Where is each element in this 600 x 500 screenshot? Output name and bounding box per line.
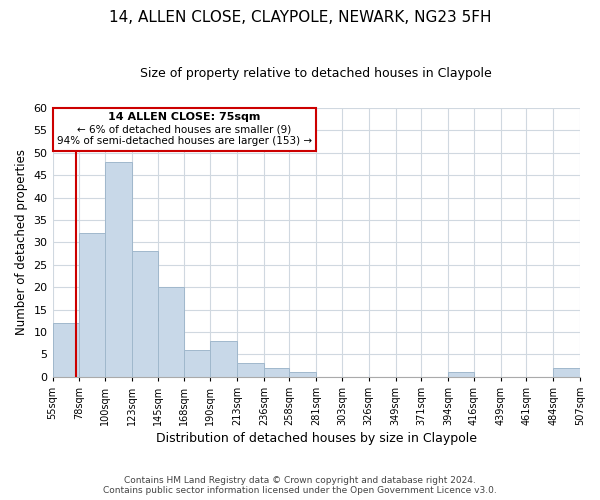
Bar xyxy=(105,162,132,376)
Text: Contains HM Land Registry data © Crown copyright and database right 2024.
Contai: Contains HM Land Registry data © Crown c… xyxy=(103,476,497,495)
Text: 94% of semi-detached houses are larger (153) →: 94% of semi-detached houses are larger (… xyxy=(57,136,312,146)
Bar xyxy=(184,350,210,376)
FancyBboxPatch shape xyxy=(53,108,316,150)
Text: 14, ALLEN CLOSE, CLAYPOLE, NEWARK, NG23 5FH: 14, ALLEN CLOSE, CLAYPOLE, NEWARK, NG23 … xyxy=(109,10,491,25)
Bar xyxy=(158,287,184,376)
Bar xyxy=(553,368,580,376)
X-axis label: Distribution of detached houses by size in Claypole: Distribution of detached houses by size … xyxy=(156,432,477,445)
Bar xyxy=(448,372,474,376)
Bar xyxy=(210,341,237,376)
Bar xyxy=(289,372,316,376)
Text: 14 ALLEN CLOSE: 75sqm: 14 ALLEN CLOSE: 75sqm xyxy=(108,112,260,122)
Bar xyxy=(79,234,105,376)
Bar xyxy=(132,252,158,376)
Bar xyxy=(237,363,264,376)
Bar xyxy=(264,368,289,376)
Title: Size of property relative to detached houses in Claypole: Size of property relative to detached ho… xyxy=(140,68,492,80)
Bar xyxy=(53,323,79,376)
Text: ← 6% of detached houses are smaller (9): ← 6% of detached houses are smaller (9) xyxy=(77,124,292,134)
Y-axis label: Number of detached properties: Number of detached properties xyxy=(15,150,28,336)
